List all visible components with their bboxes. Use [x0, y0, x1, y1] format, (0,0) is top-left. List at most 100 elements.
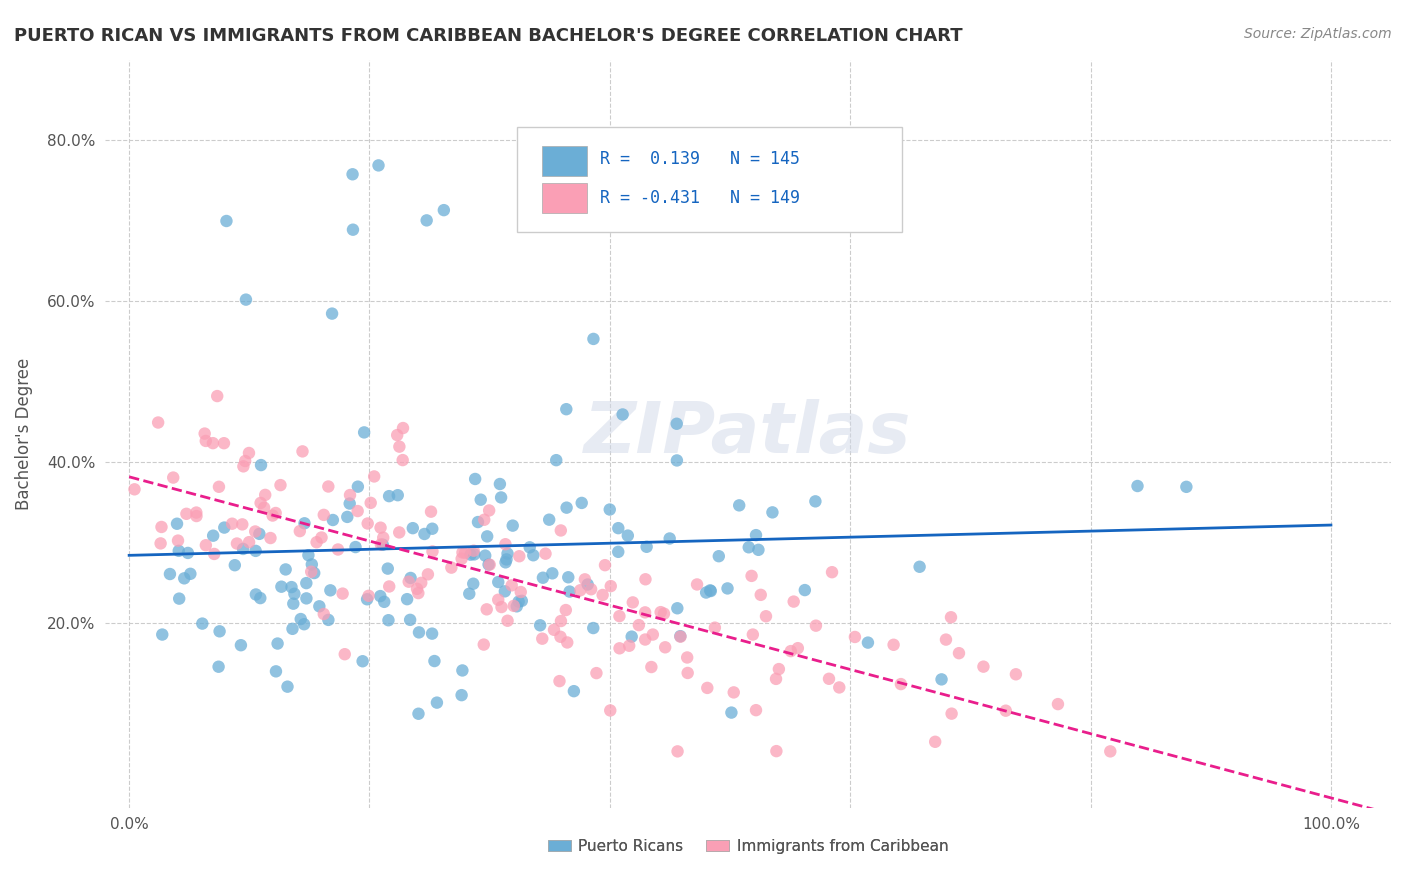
Point [202, 547, 225, 561]
Point [703, 621, 725, 635]
Point [844, 630, 866, 644]
Point [506, 599, 529, 614]
Point [253, 500, 276, 515]
Point [467, 515, 489, 529]
Point [311, 531, 333, 545]
Point [728, 499, 751, 513]
Point [422, 544, 444, 558]
Point [232, 459, 254, 474]
Point [665, 453, 688, 467]
Point [336, 509, 359, 524]
Point [787, 153, 810, 168]
Point [333, 647, 356, 661]
Point [856, 635, 879, 649]
Point [619, 639, 641, 653]
Point [463, 548, 485, 562]
Point [245, 544, 267, 558]
Point [247, 527, 270, 541]
Point [370, 537, 392, 551]
Point [321, 307, 343, 321]
Point [593, 558, 616, 573]
Point [402, 521, 425, 535]
Point [433, 203, 456, 218]
Point [571, 496, 593, 510]
Point [786, 641, 808, 656]
Point [883, 638, 905, 652]
Point [650, 605, 672, 619]
Point [669, 629, 692, 643]
Point [295, 591, 318, 606]
Point [935, 632, 957, 647]
Point [745, 703, 768, 717]
Point [322, 513, 344, 527]
Point [464, 472, 486, 486]
Point [262, 508, 284, 523]
Point [477, 529, 499, 543]
Point [162, 470, 184, 484]
Point [1005, 667, 1028, 681]
Point [450, 551, 472, 566]
Point [478, 558, 501, 572]
Point [221, 516, 243, 531]
Point [339, 497, 361, 511]
Point [291, 444, 314, 458]
Point [226, 536, 249, 550]
Point [391, 453, 413, 467]
Point [411, 575, 433, 590]
Point [707, 549, 730, 564]
Point [508, 549, 530, 564]
Legend: Puerto Ricans, Immigrants from Caribbean: Puerto Ricans, Immigrants from Caribbean [541, 832, 955, 860]
Point [612, 408, 634, 422]
Point [149, 536, 172, 550]
Point [617, 528, 640, 542]
Point [283, 597, 305, 611]
Point [665, 417, 688, 431]
Point [579, 582, 602, 597]
Point [215, 214, 238, 228]
Point [408, 625, 430, 640]
Point [342, 223, 364, 237]
Point [592, 588, 614, 602]
Point [290, 612, 312, 626]
Point [392, 421, 415, 435]
Point [741, 569, 763, 583]
Point [804, 618, 827, 632]
Point [550, 630, 572, 644]
Point [818, 672, 841, 686]
Point [519, 541, 541, 555]
Point [270, 580, 292, 594]
FancyBboxPatch shape [516, 127, 903, 232]
Point [235, 293, 257, 307]
Point [738, 541, 761, 555]
Point [908, 559, 931, 574]
Point [496, 547, 519, 561]
Point [700, 584, 723, 599]
Point [666, 744, 689, 758]
Point [245, 587, 267, 601]
Point [208, 624, 231, 639]
Point [470, 492, 492, 507]
Point [765, 744, 787, 758]
Point [557, 570, 579, 584]
Point [1126, 479, 1149, 493]
Point [686, 577, 709, 591]
Point [363, 469, 385, 483]
Point [641, 627, 664, 641]
Point [408, 586, 430, 600]
Point [562, 684, 585, 698]
Point [254, 488, 277, 502]
Point [420, 522, 443, 536]
Point [489, 491, 512, 505]
Point [186, 506, 208, 520]
Point [207, 659, 229, 673]
Point [344, 540, 367, 554]
Point [939, 610, 962, 624]
Point [245, 524, 267, 539]
Point [489, 477, 512, 491]
Point [368, 589, 391, 603]
Point [654, 640, 676, 655]
Point [276, 680, 298, 694]
Point [582, 621, 605, 635]
Point [669, 630, 692, 644]
Point [804, 494, 827, 508]
